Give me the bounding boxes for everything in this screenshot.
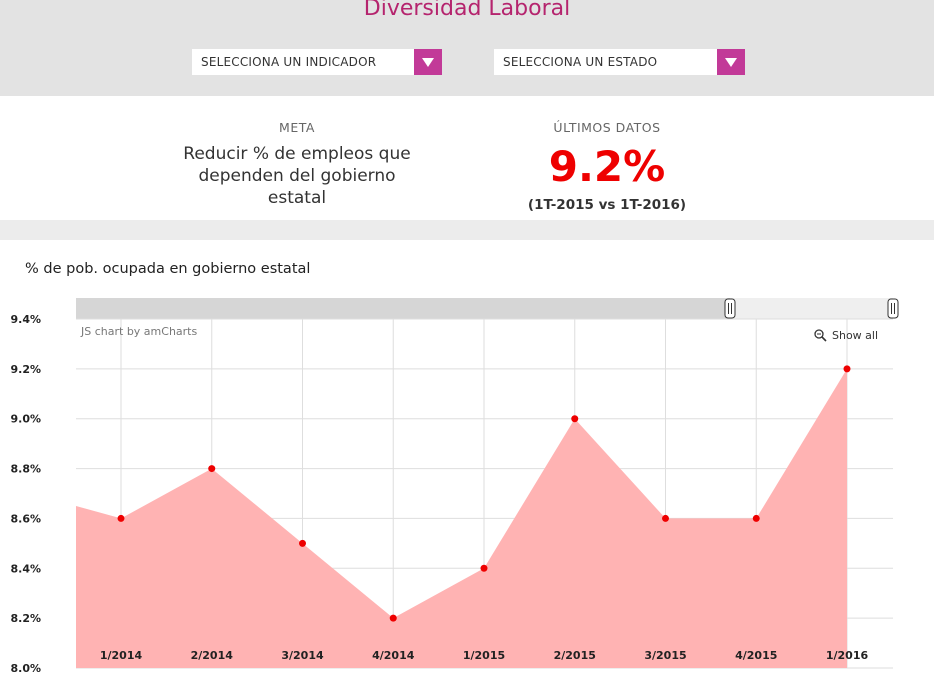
x-tick-label: 2/2015 xyxy=(554,649,596,662)
y-tick-label: 8.0% xyxy=(10,662,41,675)
data-point[interactable] xyxy=(389,614,397,622)
state-select-label: SELECCIONA UN ESTADO xyxy=(503,55,658,69)
data-point[interactable] xyxy=(299,539,306,547)
x-tick-label: 3/2015 xyxy=(644,649,686,662)
show-all-button[interactable]: Show all xyxy=(832,329,878,342)
scrollbar-selection[interactable] xyxy=(730,298,893,319)
meta-text: Reducir % de empleos que dependen del go… xyxy=(183,144,411,208)
chart-title: % de pob. ocupada en gobierno estatal xyxy=(25,261,311,277)
section-divider xyxy=(0,220,934,240)
data-point[interactable] xyxy=(843,365,851,373)
chevron-down-icon[interactable] xyxy=(414,49,442,75)
meta-label: META xyxy=(279,120,315,135)
y-tick-label: 9.4% xyxy=(10,313,41,326)
indicator-select-label: SELECCIONA UN INDICADOR xyxy=(201,55,377,69)
chevron-down-icon[interactable] xyxy=(717,49,745,75)
y-tick-label: 8.4% xyxy=(10,562,41,575)
scrollbar-right-handle[interactable] xyxy=(887,298,899,319)
y-tick-label: 9.0% xyxy=(10,413,41,426)
x-tick-label: 1/2016 xyxy=(826,649,869,662)
magnifier-icon-handle xyxy=(821,336,827,342)
scrollbar-left-handle[interactable] xyxy=(724,298,736,319)
data-point[interactable] xyxy=(662,514,669,522)
x-tick-label: 4/2015 xyxy=(735,649,777,662)
latest-data-label: ÚLTIMOS DATOS xyxy=(553,120,661,135)
x-tick-label: 4/2014 xyxy=(372,649,415,662)
x-tick-label: 1/2014 xyxy=(100,649,143,662)
amcharts-credit[interactable]: JS chart by amCharts xyxy=(80,325,197,338)
state-select[interactable]: SELECCIONA UN ESTADO xyxy=(494,49,745,75)
data-point[interactable] xyxy=(480,564,488,572)
data-point[interactable] xyxy=(208,465,216,473)
latest-data-value: 9.2% xyxy=(548,142,666,191)
x-tick-label: 3/2014 xyxy=(281,649,324,662)
y-tick-label: 9.2% xyxy=(10,363,41,376)
latest-data-period: (1T-2015 vs 1T-2016) xyxy=(527,197,687,213)
x-tick-label: 1/2015 xyxy=(463,649,505,662)
data-point[interactable] xyxy=(752,514,760,522)
magnifier-icon[interactable] xyxy=(814,329,824,339)
x-tick-label: 2/2014 xyxy=(191,649,234,662)
y-tick-label: 8.2% xyxy=(10,612,41,625)
area-series xyxy=(76,368,847,668)
y-tick-label: 8.8% xyxy=(10,463,41,476)
summary-panel: META Reducir % de empleos que dependen d… xyxy=(0,96,934,220)
header-bar: Diversidad Laboral SELECCIONA UN INDICAD… xyxy=(0,0,934,96)
data-point[interactable] xyxy=(117,514,125,522)
scrollbar-track[interactable] xyxy=(76,298,893,319)
y-tick-label: 8.6% xyxy=(10,512,41,525)
data-point[interactable] xyxy=(571,415,579,423)
page-title: Diversidad Laboral xyxy=(363,0,571,21)
indicator-select[interactable]: SELECCIONA UN INDICADOR xyxy=(192,49,442,75)
